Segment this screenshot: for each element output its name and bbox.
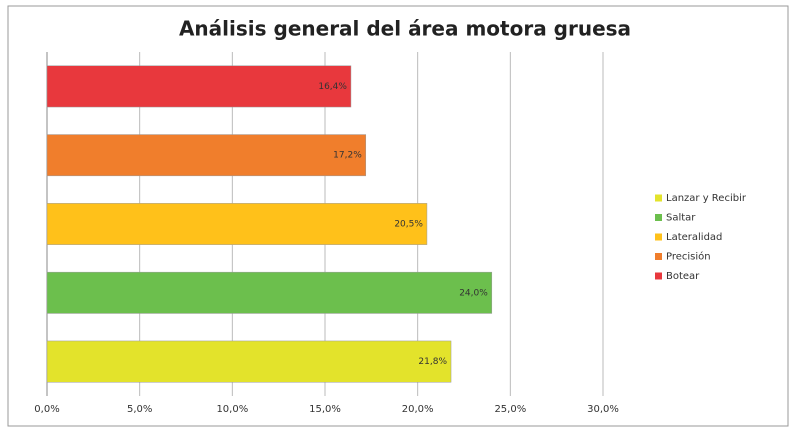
bar: [46, 340, 452, 383]
x-tick-label: 10,0%: [216, 404, 248, 415]
x-tick-label: 25,0%: [494, 404, 526, 415]
legend-label: Botear: [666, 271, 700, 282]
x-tick-label: 0,0%: [34, 404, 59, 415]
legend-label: Lateralidad: [666, 232, 722, 243]
data-label: 21,8%: [418, 357, 447, 367]
legend-swatch: [655, 253, 662, 260]
legend-swatch: [655, 272, 662, 280]
legend-swatch: [655, 194, 662, 202]
legend-swatch: [655, 233, 662, 241]
bar: [46, 203, 428, 245]
bar: [46, 134, 367, 177]
data-label: 20,5%: [394, 220, 423, 230]
legend-label: Lanzar y Recibir: [666, 193, 747, 204]
bar: [46, 65, 352, 108]
chart-title: Análisis general del área motora gruesa: [179, 17, 631, 41]
x-tick-label: 5,0%: [127, 404, 152, 415]
bar: [46, 271, 493, 314]
data-label: 16,4%: [318, 82, 347, 92]
data-label: 17,2%: [333, 151, 362, 161]
x-tick-label: 20,0%: [402, 404, 434, 415]
legend-swatch: [655, 214, 662, 221]
x-tick-label: 30,0%: [587, 404, 619, 415]
x-tick-label: 15,0%: [309, 404, 341, 415]
data-label: 24,0%: [459, 288, 488, 298]
legend-label: Saltar: [666, 213, 696, 224]
legend-label: Precisión: [666, 251, 711, 263]
